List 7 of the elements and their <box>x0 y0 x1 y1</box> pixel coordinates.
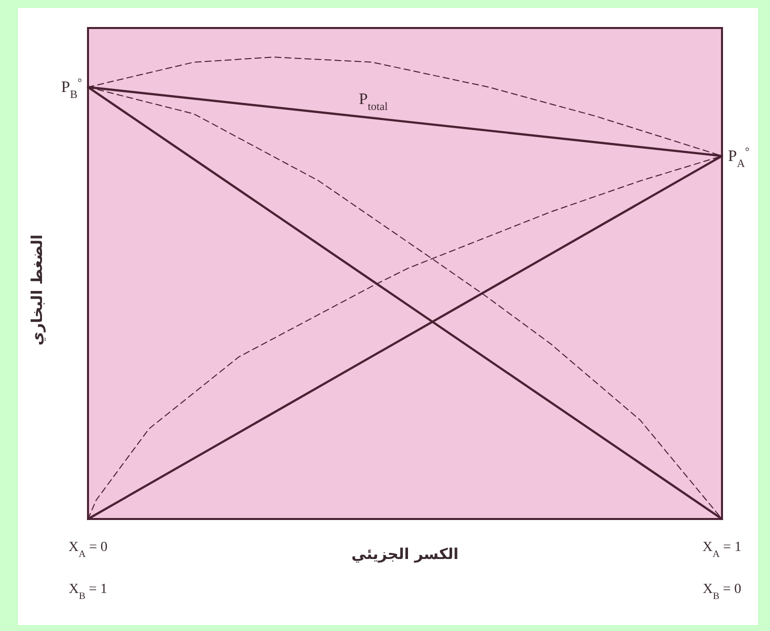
series-label: P$_{total}$ <box>358 91 388 114</box>
x-tick-label: X$_{A}$ = 0 <box>68 540 108 560</box>
text: X$_{B}$ = 0 <box>702 582 742 602</box>
x-axis-title: الكسر الجزيئي <box>351 545 459 563</box>
text: X$_{B}$ = 1 <box>68 582 108 602</box>
y-axis-title: الضغط البخاري <box>28 234 46 346</box>
x-tick-label: X$_{A}$ = 1 <box>702 540 742 560</box>
